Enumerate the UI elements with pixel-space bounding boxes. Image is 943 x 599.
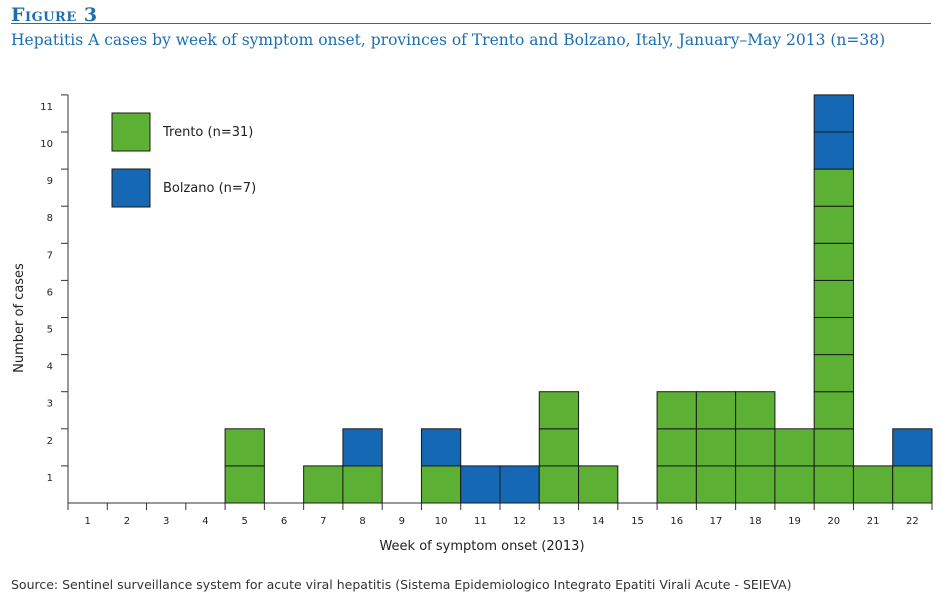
- bar-cell-trento: [656, 391, 697, 430]
- bar-cell-bolzano: [813, 94, 854, 133]
- bar-cell-trento: [695, 391, 737, 430]
- y-tick-label: 10: [40, 139, 53, 150]
- x-tick-label: 13: [553, 516, 566, 527]
- legend-swatch: [111, 112, 151, 152]
- x-tick-label: 1: [84, 516, 90, 527]
- figure-source: Source: Sentinel surveillance system for…: [11, 577, 792, 592]
- x-tick-label: 4: [202, 516, 208, 527]
- figure-label: Figure 3: [11, 4, 98, 26]
- y-tick-label: 9: [47, 176, 53, 187]
- bar-cell-bolzano: [892, 428, 933, 467]
- x-tick-label: 18: [749, 516, 762, 527]
- bar-cell-trento: [735, 465, 776, 504]
- bar-cell-trento: [695, 465, 737, 504]
- x-tick-label: 19: [788, 516, 801, 527]
- bar-cell-trento: [813, 391, 854, 430]
- x-tick-label: 9: [399, 516, 405, 527]
- y-tick-label: 1: [47, 473, 53, 484]
- x-tick-label: 11: [474, 516, 487, 527]
- figure-title: Hepatitis A cases by week of symptom ons…: [11, 31, 886, 49]
- x-tick-label: 10: [435, 516, 448, 527]
- bar-cell-bolzano: [420, 428, 462, 467]
- bar-cell-trento: [538, 391, 580, 430]
- bar-cell-trento: [813, 317, 854, 356]
- bar-cell-trento: [774, 428, 815, 467]
- bar-cell-trento: [420, 465, 462, 504]
- bar-cell-trento: [813, 465, 854, 504]
- x-tick-label: 17: [710, 516, 723, 527]
- bar-cell-trento: [656, 428, 697, 467]
- x-tick-label: 16: [670, 516, 683, 527]
- bar-cell-trento: [538, 465, 580, 504]
- y-tick-label: 6: [47, 287, 53, 298]
- bar-cell-trento: [892, 465, 933, 504]
- x-tick-label: 15: [631, 516, 644, 527]
- x-axis-label: Week of symptom onset (2013): [379, 539, 584, 554]
- bar-cell-bolzano: [813, 131, 854, 170]
- bar-cell-bolzano: [460, 465, 501, 504]
- bar-cell-trento: [224, 465, 265, 504]
- bar-cell-trento: [852, 465, 894, 504]
- bar-cell-bolzano: [342, 428, 383, 467]
- y-tick-label: 11: [40, 102, 53, 113]
- bar-cell-trento: [578, 465, 619, 504]
- y-tick-label: 7: [47, 250, 53, 261]
- y-tick-label: 4: [47, 362, 53, 373]
- bar-cell-trento: [656, 465, 697, 504]
- legend-label: Trento (n=31): [162, 125, 253, 140]
- bar-cell-trento: [735, 428, 776, 467]
- x-tick-label: 6: [281, 516, 287, 527]
- bar-cell-trento: [224, 428, 265, 467]
- y-tick-label: 8: [47, 213, 53, 224]
- bar-cell-bolzano: [499, 465, 540, 504]
- x-tick-label: 20: [827, 516, 840, 527]
- x-tick-label: 12: [513, 516, 526, 527]
- bar-cell-trento: [342, 465, 383, 504]
- y-tick-label: 5: [47, 325, 53, 336]
- bar-cell-trento: [774, 465, 815, 504]
- x-tick-label: 3: [163, 516, 169, 527]
- y-axis-label: Number of cases: [12, 263, 27, 373]
- x-tick-label: 22: [906, 516, 919, 527]
- bar-cell-trento: [813, 242, 854, 281]
- bar-cell-trento: [813, 168, 854, 207]
- x-tick-label: 5: [242, 516, 248, 527]
- bar-cell-trento: [303, 465, 344, 504]
- figure-divider: [11, 23, 931, 24]
- x-tick-label: 8: [359, 516, 365, 527]
- bar-cell-trento: [735, 391, 776, 430]
- x-tick-label: 21: [867, 516, 880, 527]
- bar-cell-trento: [695, 428, 737, 467]
- y-tick-label: 3: [47, 399, 53, 410]
- y-tick-label: 2: [47, 436, 53, 447]
- x-tick-label: 14: [592, 516, 605, 527]
- legend-swatch: [111, 168, 151, 208]
- bar-cell-trento: [813, 354, 854, 393]
- legend-label: Bolzano (n=7): [163, 181, 256, 196]
- bar-cell-trento: [813, 205, 854, 244]
- bar-cell-trento: [813, 428, 854, 467]
- x-tick-label: 7: [320, 516, 326, 527]
- x-tick-label: 2: [124, 516, 130, 527]
- bar-cell-trento: [538, 428, 580, 467]
- bar-cell-trento: [813, 279, 854, 318]
